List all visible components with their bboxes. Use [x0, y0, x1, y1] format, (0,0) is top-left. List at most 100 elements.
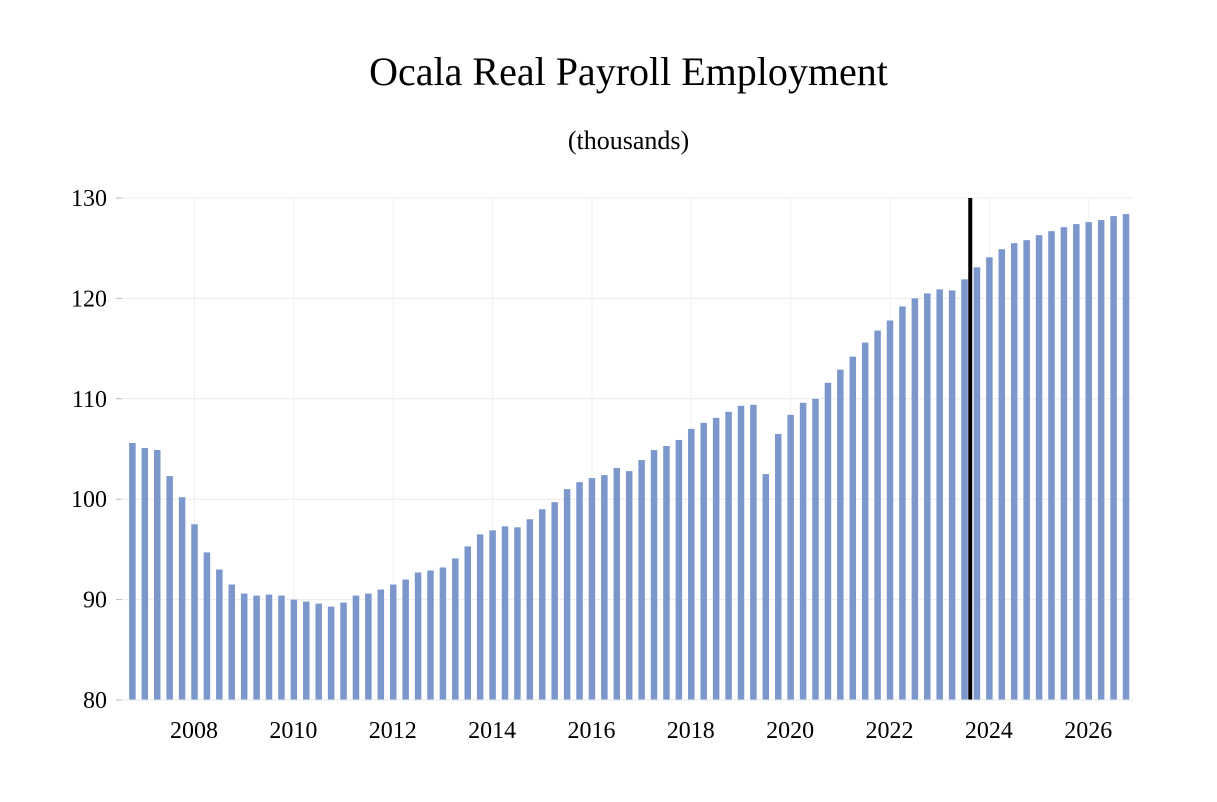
bar: [886, 320, 894, 700]
bar: [911, 298, 919, 700]
y-tick-label: 100: [71, 487, 107, 513]
bar: [1085, 222, 1092, 700]
bar: [725, 411, 732, 700]
bar: [129, 442, 136, 700]
bar: [203, 552, 211, 700]
bar: [551, 502, 558, 700]
y-tick-label: 90: [83, 588, 107, 614]
bar: [787, 414, 794, 700]
bar: [427, 570, 434, 700]
x-axis: 2008 2010 2012 2014 2016 2018 2020 2022 2024 2026: [122, 699, 1133, 744]
x-tick-label: 2024: [965, 718, 1013, 744]
bar: [576, 482, 583, 700]
bar: [874, 330, 881, 700]
x-tick-label: 2022: [866, 718, 914, 744]
bar: [961, 279, 968, 700]
bar: [166, 476, 173, 700]
bar: [191, 524, 198, 700]
bar: [861, 342, 869, 700]
bar: [563, 489, 571, 700]
bars: [129, 214, 1130, 701]
bar: [650, 450, 658, 700]
bar: [973, 267, 981, 700]
bar: [849, 356, 857, 700]
bar: [1035, 235, 1043, 700]
bar: [688, 428, 695, 700]
bar: [1060, 227, 1068, 700]
bar: [824, 382, 832, 700]
bar: [501, 526, 509, 700]
x-tick-label: 2016: [567, 718, 615, 744]
bar: [464, 546, 471, 700]
bar: [439, 567, 447, 700]
bar: [265, 594, 273, 700]
bar: [1122, 214, 1130, 700]
bar: [899, 306, 906, 700]
bar: [340, 602, 347, 700]
bar: [588, 478, 596, 700]
bar: [675, 439, 683, 700]
bar: [216, 569, 223, 700]
bar: [414, 572, 422, 700]
bar: [613, 468, 621, 700]
bar: [365, 593, 372, 700]
bar: [737, 405, 745, 700]
bar: [625, 471, 633, 700]
bar: [228, 584, 236, 700]
bar: [762, 474, 770, 700]
bar: [402, 579, 409, 700]
chart-title: Ocala Real Payroll Employment: [369, 49, 888, 94]
bar: [1073, 224, 1080, 700]
bar: [141, 447, 149, 700]
bar: [700, 422, 707, 700]
x-tick-label: 2020: [766, 718, 814, 744]
y-tick-label: 120: [71, 286, 107, 312]
bar: [663, 445, 670, 700]
bar: [253, 595, 260, 700]
bar: [750, 404, 757, 700]
bar: [290, 599, 298, 700]
bar: [1110, 216, 1117, 700]
bar: [1097, 220, 1105, 700]
bar: [812, 398, 819, 700]
bar: [539, 509, 546, 700]
bar: [514, 527, 521, 700]
bar: [986, 257, 993, 700]
y-tick-label: 80: [83, 688, 107, 714]
bar: [153, 450, 161, 700]
bar: [489, 530, 496, 700]
bar: [1023, 240, 1030, 700]
bar: [452, 558, 459, 700]
bar: [998, 249, 1006, 701]
bar: [377, 589, 385, 700]
y-tick-label: 110: [72, 387, 107, 413]
x-tick-label: 2012: [369, 718, 417, 744]
x-tick-label: 2010: [269, 718, 317, 744]
bar: [526, 519, 534, 700]
bar: [638, 460, 645, 700]
y-tick-label: 130: [71, 186, 107, 212]
x-tick-label: 2008: [170, 718, 218, 744]
bar: [1010, 243, 1018, 700]
bar: [303, 601, 310, 700]
x-tick-label: 2014: [468, 718, 516, 744]
bar: [315, 603, 322, 700]
bar: [178, 497, 186, 700]
bar: [712, 417, 720, 700]
bar: [278, 595, 285, 700]
chart-subtitle: (thousands): [567, 126, 690, 155]
bar: [240, 593, 248, 700]
bar: [774, 433, 782, 700]
x-tick-label: 2026: [1064, 718, 1112, 744]
x-tick-label: 2018: [667, 718, 715, 744]
bar: [476, 534, 484, 700]
bar: [948, 290, 956, 700]
bar: [799, 402, 807, 700]
bar: [1048, 231, 1055, 700]
bar: [924, 293, 931, 700]
y-axis: 80 90 100 110 120 130: [71, 186, 122, 714]
bar: [327, 606, 335, 700]
bar: [936, 289, 943, 700]
bar: [389, 584, 397, 700]
